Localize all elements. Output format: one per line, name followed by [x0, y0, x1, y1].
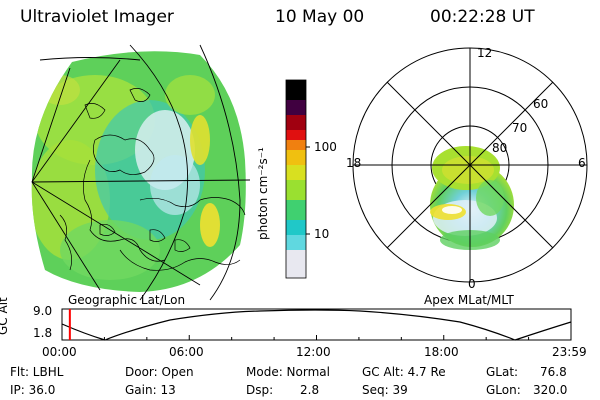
colorbar-tick-10: 10: [314, 227, 330, 241]
geographic-map: [31, 44, 251, 301]
altitude-plot: [61, 308, 572, 341]
altitude-curve: [61, 309, 572, 341]
info-door: Door: Open: [125, 365, 194, 379]
time-tick-0000: 00:00: [42, 345, 77, 359]
info-glon-value: 320.0: [533, 383, 568, 397]
time-tick-1200: 12:00: [296, 345, 331, 359]
polar-map: [352, 47, 588, 283]
mlt-label-6: 6: [578, 156, 586, 170]
info-dsp-value: 2.8: [300, 383, 320, 397]
info-dsp-label: Dsp:: [246, 383, 274, 397]
mlt-label-18: 18: [346, 156, 362, 170]
apex-caption: Apex MLat/MLT: [424, 293, 514, 307]
info-mode: Mode: Normal: [246, 365, 330, 379]
instrument-title: Ultraviolet Imager: [20, 7, 174, 27]
mlat-label-80: 80: [492, 141, 508, 155]
time-tick-2359: 23:59: [552, 345, 587, 359]
time-tick-1800: 18:00: [424, 345, 459, 359]
coastlines: [59, 88, 246, 271]
info-filter: Flt: LBHL: [10, 365, 64, 379]
observation-date: 10 May 00: [275, 7, 365, 27]
altitude-tick-1-8: 1.8: [33, 326, 53, 340]
info-glat-label: GLat:: [486, 365, 519, 379]
mlat-label-60: 60: [533, 97, 549, 111]
altitude-axis-label: GC Alt: [0, 297, 10, 335]
info-glat-value: 76.8: [540, 365, 567, 379]
colorbar-unit-label: photon cm⁻²s⁻¹: [256, 147, 270, 240]
info-gc-alt: GC Alt: 4.7 Re: [362, 365, 446, 379]
info-ip: IP: 36.0: [10, 383, 56, 397]
info-gain: Gain: 13: [125, 383, 176, 397]
mlt-label-0: 0: [468, 277, 476, 291]
info-seq: Seq: 39: [362, 383, 408, 397]
aurora-image-left: [31, 51, 246, 292]
time-tick-0600: 06:00: [169, 345, 204, 359]
info-glon-label: GLon:: [486, 383, 521, 397]
colorbar-tick-100: 100: [314, 140, 337, 154]
geographic-caption: Geographic Lat/Lon: [68, 293, 186, 307]
mlt-label-12: 12: [477, 46, 493, 60]
colorbar: [285, 79, 310, 279]
altitude-tick-9: 9.0: [33, 304, 53, 318]
time-axis-ticks: [61, 335, 572, 340]
observation-time: 00:22:28 UT: [430, 7, 535, 27]
mlat-label-70: 70: [512, 121, 528, 135]
